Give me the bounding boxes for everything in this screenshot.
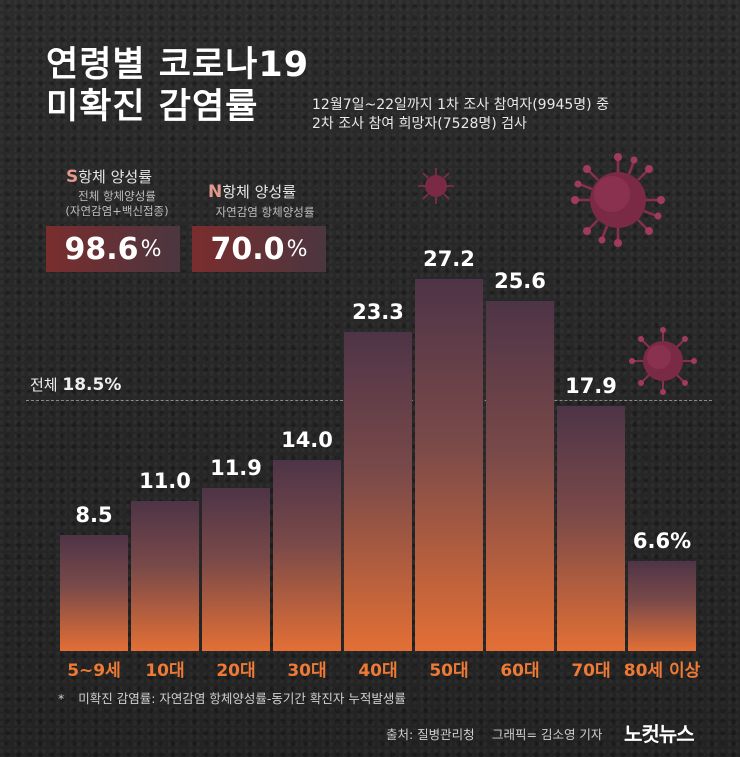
bar-value-label: 17.9 (565, 374, 617, 398)
subtitle-line-2: 2차 조사 참여 희망자(7528명) 검사 (312, 116, 527, 132)
n-note-line-1: 자연감염 항체양성률 (215, 205, 315, 219)
virus-icon-medium (629, 327, 697, 395)
n-antibody-value: 70.0 (210, 231, 285, 267)
bar-value-label: 11.0 (139, 469, 191, 493)
s-antibody-unit: % (140, 236, 162, 262)
footnote-star: * (58, 691, 65, 706)
subtitle-line-1: 12월7일~22일까지 1차 조사 참여자(9945명) 중 (312, 97, 609, 113)
category-label: 5~9세 (67, 661, 121, 681)
source-credit: 출처: 질병관리청 (386, 727, 475, 742)
s-antibody-value-box: 98.6% (46, 226, 180, 272)
s-antibody-label: 항체 양성률 (78, 168, 153, 186)
bar (415, 279, 483, 651)
subtitle: 12월7일~22일까지 1차 조사 참여자(9945명) 중 2차 조사 참여 … (312, 96, 609, 134)
footnote-text: 미확진 감염률: 자연감염 항체양성률-동기간 확진자 누적발생률 (78, 691, 406, 706)
category-label: 10대 (145, 661, 185, 681)
bar-value-label: 6.6% (632, 529, 692, 553)
bar-value-label: 11.9 (210, 456, 262, 480)
s-antibody-note: 전체 항체양성률 (자연감염+백신접종) (44, 189, 190, 219)
bar (486, 301, 554, 651)
page-title: 연령별 코로나19 미확진 감염률 (46, 44, 309, 128)
bar (628, 561, 696, 651)
title-line-2: 미확진 감염률 (46, 87, 259, 127)
title-line-1: 연령별 코로나19 (46, 45, 310, 85)
s-antibody-heading: S항체 양성률 (66, 166, 152, 187)
category-label: 70대 (571, 661, 611, 681)
n-antibody-value-box: 70.0% (192, 226, 326, 272)
bar (557, 406, 625, 651)
bar-value-label: 25.6 (494, 269, 546, 293)
n-antibody-unit: % (286, 236, 308, 262)
virus-icon-small (418, 168, 454, 204)
bar (60, 535, 128, 651)
s-letter: S (66, 167, 79, 187)
bar-value-label: 27.2 (423, 247, 475, 271)
average-value: 18.5% (62, 375, 122, 395)
bar-value-label: 14.0 (281, 428, 333, 452)
category-label: 80세 이상 (623, 661, 701, 681)
virus-icon-large (571, 153, 665, 247)
category-label: 50대 (429, 661, 469, 681)
category-label: 30대 (287, 661, 327, 681)
graphic-credit: 그래픽= 김소영 기자 (492, 727, 603, 742)
bar-value-label: 8.5 (75, 503, 113, 527)
s-note-line-1: 전체 항체양성률 (78, 189, 156, 203)
s-antibody-value: 98.6 (64, 231, 139, 267)
bar (273, 460, 341, 651)
category-label: 20대 (216, 661, 256, 681)
n-antibody-note: 자연감염 항체양성률 (192, 205, 338, 220)
bar (344, 332, 412, 651)
bar (202, 488, 270, 651)
n-antibody-heading: N항체 양성률 (208, 181, 296, 202)
n-letter: N (208, 182, 223, 202)
bar-value-label: 23.3 (352, 300, 404, 324)
average-label: 전체 18.5% (30, 374, 121, 395)
s-note-line-2: (자연감염+백신접종) (65, 204, 169, 218)
nocut-news-logo: 노컷뉴스 (624, 722, 695, 746)
category-label: 40대 (358, 661, 398, 681)
average-label-text: 전체 (30, 376, 58, 394)
n-antibody-label: 항체 양성률 (222, 183, 297, 201)
bar (131, 501, 199, 651)
category-label: 60대 (500, 661, 540, 681)
footnote: * 미확진 감염률: 자연감염 항체양성률-동기간 확진자 누적발생률 (58, 688, 406, 707)
